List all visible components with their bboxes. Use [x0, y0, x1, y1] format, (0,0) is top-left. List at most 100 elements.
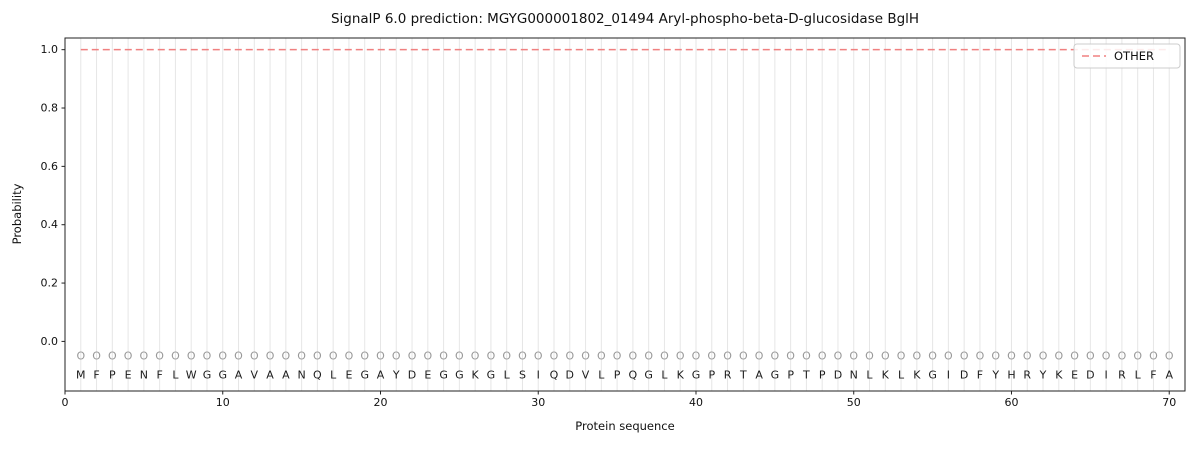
position-marker: O — [881, 349, 890, 362]
position-marker: O — [266, 349, 275, 362]
position-marker: O — [739, 349, 748, 362]
position-marker: O — [155, 349, 164, 362]
position-marker: O — [944, 349, 953, 362]
sequence-letter: G — [439, 368, 448, 381]
x-tick-label: 60 — [1004, 396, 1018, 409]
sequence-letter: D — [834, 368, 842, 381]
sequence-letter: P — [708, 368, 715, 381]
sequence-letter: D — [566, 368, 574, 381]
position-marker: O — [786, 349, 795, 362]
position-marker: O — [802, 349, 811, 362]
position-marker: O — [897, 349, 906, 362]
sequence-letter: G — [928, 368, 937, 381]
position-marker: O — [203, 349, 212, 362]
position-marker: O — [1165, 349, 1174, 362]
position-marker: O — [423, 349, 432, 362]
position-marker: O — [771, 349, 780, 362]
sequence-letter: W — [186, 368, 197, 381]
x-tick-label: 40 — [689, 396, 703, 409]
sequence-letter: T — [739, 368, 747, 381]
sequence-letter: V — [582, 368, 590, 381]
sequence-letter: N — [298, 368, 306, 381]
position-marker: O — [613, 349, 622, 362]
sequence-letter: F — [977, 368, 983, 381]
y-tick-label: 0.4 — [41, 218, 59, 231]
position-marker: O — [565, 349, 574, 362]
x-tick-label: 50 — [847, 396, 861, 409]
position-marker: O — [329, 349, 338, 362]
sequence-letter: F — [1150, 368, 1156, 381]
position-marker: O — [360, 349, 369, 362]
sequence-letter: R — [724, 368, 732, 381]
sequence-letter: Q — [313, 368, 322, 381]
position-marker: O — [313, 349, 322, 362]
position-marker: O — [218, 349, 227, 362]
sequence-letter: L — [866, 368, 873, 381]
position-marker: O — [912, 349, 921, 362]
position-marker: O — [297, 349, 306, 362]
sequence-letter: L — [1135, 368, 1142, 381]
position-marker: O — [250, 349, 259, 362]
sequence-letter: Q — [629, 368, 638, 381]
sequence-letter: E — [345, 368, 352, 381]
x-tick-label: 30 — [531, 396, 545, 409]
sequence-letter: K — [472, 368, 480, 381]
y-tick-label: 0.2 — [41, 277, 59, 290]
sequence-letter: A — [235, 368, 243, 381]
position-marker: O — [171, 349, 180, 362]
position-marker: O — [991, 349, 1000, 362]
sequence-letter: G — [487, 368, 496, 381]
y-axis-ticks: 0.0 0.2 0.4 0.6 0.8 1.0 — [41, 43, 65, 348]
position-marker: O — [1133, 349, 1142, 362]
position-marker: O — [976, 349, 985, 362]
position-marker: O — [1118, 349, 1127, 362]
sequence-letter: V — [251, 368, 259, 381]
x-axis-ticks: 0 10 20 30 40 50 60 70 — [62, 391, 1176, 409]
sequence-letter: D — [960, 368, 968, 381]
position-marker: O — [92, 349, 101, 362]
position-marker: O — [1102, 349, 1111, 362]
position-marker: O — [629, 349, 638, 362]
sequence-letter: N — [850, 368, 858, 381]
sequence-letter: P — [614, 368, 621, 381]
position-marker: O — [1039, 349, 1048, 362]
sequence-letter: D — [408, 368, 416, 381]
position-marker: O — [865, 349, 874, 362]
position-marker: O — [439, 349, 448, 362]
position-marker: O — [140, 349, 149, 362]
position-marker: O — [76, 349, 85, 362]
sequence-letter: P — [819, 368, 826, 381]
position-marker: O — [392, 349, 401, 362]
position-marker: O — [550, 349, 559, 362]
y-tick-label: 1.0 — [41, 43, 59, 56]
sequence-letter: K — [913, 368, 921, 381]
position-marker: O — [1054, 349, 1063, 362]
position-marker: O — [692, 349, 701, 362]
position-marker: O — [1149, 349, 1158, 362]
sequence-letter: A — [266, 368, 274, 381]
sequence-letter: Y — [1039, 368, 1047, 381]
sequence-letter: F — [156, 368, 162, 381]
sequence-letter: N — [140, 368, 148, 381]
sequence-letter: A — [282, 368, 290, 381]
position-marker: O — [124, 349, 133, 362]
position-marker: O — [960, 349, 969, 362]
x-tick-label: 10 — [216, 396, 230, 409]
position-marker: O — [1086, 349, 1095, 362]
position-marker: O — [187, 349, 196, 362]
position-marker: O — [518, 349, 527, 362]
sequence-letter: E — [1071, 368, 1078, 381]
y-tick-label: 0.6 — [41, 160, 59, 173]
sequence-letter: Y — [991, 368, 999, 381]
position-marker: O — [849, 349, 858, 362]
sequence-letter: E — [424, 368, 431, 381]
sequence-letter: P — [787, 368, 794, 381]
legend-box — [1073, 43, 1181, 69]
position-marker: O — [1007, 349, 1016, 362]
sequence-letter: I — [1105, 368, 1108, 381]
sequence-letter: A — [1165, 368, 1173, 381]
sequence-letter: A — [377, 368, 385, 381]
sequence-letter: L — [504, 368, 511, 381]
sequence-letter: I — [537, 368, 540, 381]
